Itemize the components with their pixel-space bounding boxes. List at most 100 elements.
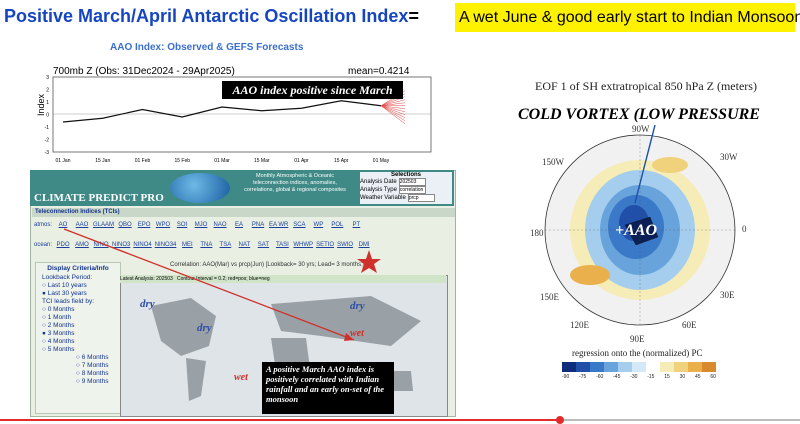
- tci-index-link[interactable]: GLAAM: [93, 222, 115, 228]
- video-progress-bar[interactable]: [0, 419, 800, 421]
- progress-handle[interactable]: [556, 416, 564, 424]
- forecast-member-line: [380, 105, 406, 124]
- tci-index-link[interactable]: AMO: [75, 242, 89, 248]
- wet-label-india: wet: [350, 328, 364, 339]
- south-america-shape: [186, 358, 206, 401]
- aao-chart-mean: mean=0.4214: [348, 66, 410, 77]
- colorbar-tick: -15: [647, 374, 655, 380]
- lon-30w: 30W: [720, 152, 738, 162]
- tci-index-link[interactable]: WHWP: [293, 242, 314, 248]
- colorbar-ticks: -90 -75 -60 -45 -30 -15 15 30 45 60: [562, 374, 716, 380]
- lead-option[interactable]: ○ 5 Months: [42, 346, 75, 353]
- tci-index-link[interactable]: QBO: [118, 222, 132, 228]
- tci-index-link[interactable]: WPO: [155, 222, 171, 228]
- aao-chart-subtitle: 700mb Z (Obs: 31Dec2024 - 29Apr2025): [53, 66, 235, 77]
- colorbar-swatch: [576, 362, 590, 372]
- x-tick-label: 01 Feb: [135, 158, 151, 164]
- leads-options: ○ 0 Months ○ 1 Month ○ 2 Months ● 3 Months ○…: [36, 306, 120, 386]
- tci-index-link[interactable]: NINO34: [154, 242, 177, 248]
- colorbar-swatch: [688, 362, 702, 372]
- headline-title: Positive March/April Antarctic Oscillati…: [4, 6, 419, 27]
- tci-index-link[interactable]: AAO: [75, 222, 89, 228]
- tci-index-link[interactable]: POL: [331, 222, 344, 228]
- tci-section-header: Teleconnection Indices (TCIs): [32, 208, 455, 217]
- tci-index-link[interactable]: TASI: [275, 242, 289, 248]
- aao-banner: AAO index positive since March: [222, 81, 403, 99]
- x-tick-label: 15 Apr: [334, 158, 349, 164]
- lookback-10: Last 10 years: [47, 282, 87, 289]
- lon-90w: 90W: [632, 124, 650, 134]
- tci-index-link[interactable]: SCA: [293, 222, 306, 228]
- headline-highlight: A wet June & good early start to Indian …: [459, 9, 800, 26]
- tci-index-link[interactable]: PDO: [56, 242, 70, 248]
- lead-option[interactable]: ○ 8 Months: [76, 370, 109, 377]
- colorbar-swatch: [562, 362, 576, 372]
- tci-index-link[interactable]: NINO3: [112, 242, 131, 248]
- colorbar-swatch: [618, 362, 632, 372]
- tci-index-link[interactable]: EA: [235, 222, 244, 228]
- tci-index-link[interactable]: PNA: [251, 222, 265, 228]
- forecast-member-line: [380, 105, 406, 115]
- leads-label: TCI leads field by:: [42, 298, 95, 305]
- lead-option[interactable]: ○ 2 Months: [42, 322, 75, 329]
- display-criteria: Display Criteria/Info Lookback Period: ○…: [35, 262, 121, 414]
- tci-index-link[interactable]: TNA: [200, 242, 213, 248]
- tci-index-link[interactable]: SAT: [257, 242, 269, 248]
- tci-index-link[interactable]: SWIO: [337, 242, 354, 248]
- colorbar-tick: -90: [562, 374, 570, 380]
- tci-index-link[interactable]: EPO: [137, 222, 151, 228]
- colorbar-swatch: [590, 362, 604, 372]
- colorbar-swatch: [604, 362, 618, 372]
- tci-index-link[interactable]: NAT: [238, 242, 251, 248]
- red-arrow: [63, 228, 355, 341]
- analysis-date-input[interactable]: 202503: [398, 178, 426, 186]
- tci-index-link[interactable]: AO: [58, 222, 68, 228]
- lead-option[interactable]: ○ 7 Months: [76, 362, 109, 369]
- forecast-member-line: [380, 105, 406, 118]
- lead-option[interactable]: ○ 0 Months: [42, 306, 75, 313]
- headline-equals: =: [408, 6, 419, 26]
- lon-60e: 60E: [682, 320, 697, 330]
- tci-index-link[interactable]: NINO4: [133, 242, 152, 248]
- lon-120e: 120E: [570, 320, 589, 330]
- tci-index-link[interactable]: NINO: [93, 242, 109, 248]
- forecast-member-line: [380, 105, 406, 109]
- tci-index-link[interactable]: TSA: [219, 242, 232, 248]
- weather-variable-label: Weather Variable: [360, 195, 406, 201]
- tci-index-link[interactable]: WP: [313, 222, 324, 228]
- tci-index-link[interactable]: MJO: [194, 222, 208, 228]
- lead-option[interactable]: ○ 4 Months: [42, 338, 75, 345]
- headline-highlight-box: [455, 3, 795, 32]
- tci-index-link[interactable]: PT: [352, 222, 361, 228]
- cpp-description: Monthly Atmospheric & Oceanic teleconnec…: [244, 173, 346, 193]
- dry-label-2: dry: [197, 322, 212, 334]
- colorbar-swatch: [632, 362, 646, 372]
- x-tick-label: 15 Mar: [254, 158, 270, 164]
- lead-option[interactable]: ○ 1 Month: [42, 314, 72, 321]
- y-tick-label: -1: [45, 125, 50, 131]
- lead-option[interactable]: ○ 9 Months: [76, 378, 109, 385]
- lead-option[interactable]: ○ 6 Months: [76, 354, 109, 361]
- lookback-label: Lookback Period:: [42, 274, 93, 281]
- dry-label-1: dry: [140, 298, 155, 310]
- colorbar-swatch: [702, 362, 716, 372]
- lookback-option[interactable]: ● Last 30 years: [42, 290, 87, 297]
- weather-variable-select[interactable]: prcp: [407, 194, 435, 202]
- selections-heading: Selections: [390, 172, 421, 178]
- tci-index-link[interactable]: DMI: [358, 242, 370, 248]
- analysis-type-select[interactable]: correlation: [398, 186, 426, 194]
- wet-label-2: wet: [234, 372, 248, 383]
- tci-index-link[interactable]: MEI: [182, 242, 193, 248]
- tci-index-link[interactable]: SETIO: [316, 242, 335, 248]
- lookback-option[interactable]: ○ Last 10 years: [42, 282, 87, 289]
- x-tick-label: 01 May: [373, 158, 390, 164]
- tci-index-link[interactable]: NAO: [213, 222, 227, 228]
- aao-y-ticks: 3 2 1 0 -1 -2 -3: [45, 75, 50, 156]
- tci-index-link[interactable]: EA WR: [269, 222, 289, 228]
- lead-option[interactable]: ● 3 Months: [42, 330, 75, 337]
- aao-x-ticks: 01 Jan 15 Jan 01 Feb 15 Feb 01 Mar 15 Mar 01 A…: [55, 158, 389, 164]
- forecast-member-line: [380, 105, 406, 121]
- tci-index-link[interactable]: SOI: [176, 222, 188, 228]
- y-tick-label: 3: [46, 75, 49, 81]
- eof-map: [544, 125, 736, 326]
